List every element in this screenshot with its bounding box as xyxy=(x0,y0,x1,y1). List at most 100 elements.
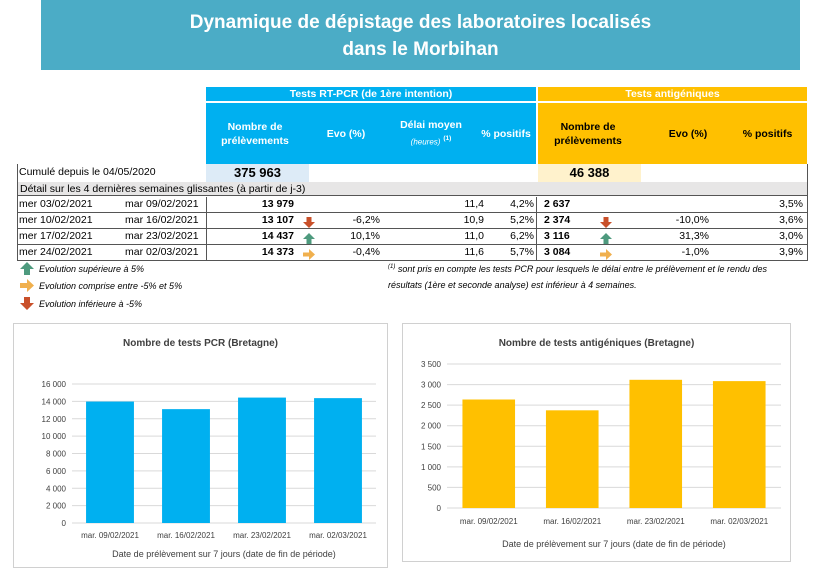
legend-flat-label: Evolution comprise entre -5% et 5% xyxy=(39,281,183,291)
bar xyxy=(314,398,362,523)
row-antigen-positive: 3,9% xyxy=(779,246,803,258)
row-antigen-positive: 3,0% xyxy=(779,230,803,242)
row-pcr-evo: -6,2% xyxy=(352,214,380,226)
y-tick-label: 10 000 xyxy=(42,432,67,441)
y-tick-label: 1 500 xyxy=(421,442,442,451)
arrow-down-icon xyxy=(303,215,315,228)
arrow-up-icon xyxy=(303,231,315,244)
row-antigen-positive: 3,6% xyxy=(779,214,803,226)
pcr-group-header: Tests RT-PCR (de 1ère intention) xyxy=(206,87,536,101)
row-start-date: mer 03/02/2021 xyxy=(19,198,93,210)
row-pcr-positive: 5,2% xyxy=(510,214,534,226)
footnote-mark: (1) xyxy=(388,264,396,270)
x-tick-label: mar. 23/02/2021 xyxy=(627,517,685,526)
row-end-date: mar 16/02/2021 xyxy=(125,214,199,226)
row-pcr-delay: 11,4 xyxy=(464,198,484,210)
row-pcr-count: 13 979 xyxy=(261,198,294,210)
table-row: mer 17/02/2021 mar 23/02/2021 14 437 10,1% 1… xyxy=(17,229,807,245)
header-pcr-nb: Nombre de prélèvements xyxy=(221,120,289,147)
y-tick-label: 2 000 xyxy=(421,422,442,431)
bar xyxy=(238,397,286,523)
bar xyxy=(629,379,683,508)
y-tick-label: 3 000 xyxy=(421,381,442,390)
arrow-up-icon xyxy=(600,231,612,244)
title-banner: Dynamique de dépistage des laboratoires … xyxy=(41,0,800,70)
row-pcr-delay: 10,9 xyxy=(463,214,484,226)
chart-antigen-svg: Nombre de tests antigéniques (Bretagne) 0… xyxy=(421,338,781,549)
y-tick-label: 0 xyxy=(62,519,67,528)
row-antigen-evo: -1,0% xyxy=(681,246,709,258)
y-tick-label: 8 000 xyxy=(46,450,67,459)
y-tick-label: 12 000 xyxy=(42,415,67,424)
table-row: mer 10/02/2021 mar 16/02/2021 13 107 -6,2% 1… xyxy=(17,213,807,229)
y-tick-label: 14 000 xyxy=(42,397,67,406)
header-pcr-delai-label: Délai moyen xyxy=(400,118,462,131)
arrow-right-icon xyxy=(20,279,34,292)
legend-down-label: Evolution inférieure à -5% xyxy=(39,299,143,309)
arrow-down-icon xyxy=(600,215,612,228)
bar xyxy=(462,399,516,508)
row-antigen-count: 3 084 xyxy=(544,246,571,258)
chart-title: Nombre de tests PCR (Bretagne) xyxy=(123,338,278,349)
row-pcr-count: 14 437 xyxy=(261,230,294,242)
chart-pcr-svg: Nombre de tests PCR (Bretagne) 0 2 000 4 00… xyxy=(42,338,376,559)
bar xyxy=(86,401,134,523)
arrow-down-icon xyxy=(20,297,34,310)
chart-antigen: Nombre de tests antigéniques (Bretagne) 0… xyxy=(402,323,791,562)
y-tick-label: 2 500 xyxy=(421,401,442,410)
title-line-2: dans le Morbihan xyxy=(342,39,499,60)
row-end-date: mar 09/02/2021 xyxy=(125,198,199,210)
bar xyxy=(162,409,210,523)
row-start-date: mer 24/02/2021 xyxy=(19,246,93,258)
table-row: mer 03/02/2021 mar 09/02/2021 13 979 11,4 4,… xyxy=(17,197,807,213)
y-tick-label: 500 xyxy=(428,483,442,492)
header-ag-evo: Evo (%) xyxy=(668,127,708,140)
y-tick-label: 6 000 xyxy=(46,467,67,476)
row-antigen-evo xyxy=(637,197,709,212)
chart-pcr: Nombre de tests PCR (Bretagne) 0 2 000 4 00… xyxy=(13,323,388,568)
y-tick-label: 1 000 xyxy=(421,463,442,472)
chart-title: Nombre de tests antigéniques (Bretagne) xyxy=(499,338,695,349)
row-pcr-positive: 5,7% xyxy=(510,246,534,258)
row-pcr-positive: 6,2% xyxy=(510,230,534,242)
arrow-flat-icon xyxy=(600,247,612,260)
row-antigen-evo: -10,0% xyxy=(675,214,709,226)
row-pcr-count: 13 107 xyxy=(261,214,294,226)
legend-up-label: Evolution supérieure à 5% xyxy=(39,264,145,274)
row-antigen-count: 2 374 xyxy=(544,214,571,226)
row-antigen-count: 3 116 xyxy=(544,230,570,242)
x-axis-label: Date de prélèvement sur 7 jours (date de… xyxy=(502,539,726,549)
row-pcr-positive: 4,2% xyxy=(510,198,534,210)
row-end-date: mar 02/03/2021 xyxy=(125,246,199,258)
arrow-flat-icon xyxy=(303,247,315,260)
antigen-column-headers: Nombre de prélèvements Evo (%) % positif… xyxy=(538,103,807,164)
row-antigen-count: 2 637 xyxy=(544,198,571,210)
x-axis-label: Date de prélèvement sur 7 jours (date de… xyxy=(112,549,336,559)
arrow-up-icon xyxy=(20,262,34,275)
header-ag-nb: Nombre de prélèvements xyxy=(554,120,622,147)
header-pcr-delai-unit: (heures) xyxy=(410,137,441,147)
cumul-pcr-value: 375 963 xyxy=(206,164,309,182)
y-tick-label: 0 xyxy=(437,504,442,513)
x-tick-label: mar. 09/02/2021 xyxy=(81,531,139,540)
row-antigen-evo: 31,3% xyxy=(679,230,709,242)
cumul-antigen-value: 46 388 xyxy=(538,164,641,182)
row-antigen-positive: 3,5% xyxy=(779,198,803,210)
x-tick-label: mar. 09/02/2021 xyxy=(460,517,518,526)
row-start-date: mer 10/02/2021 xyxy=(19,214,93,226)
x-tick-label: mar. 02/03/2021 xyxy=(309,531,367,540)
row-pcr-delay: 11,6 xyxy=(464,246,484,258)
y-tick-label: 4 000 xyxy=(46,484,67,493)
row-pcr-delay: 11,0 xyxy=(464,230,484,242)
y-tick-label: 3 500 xyxy=(421,360,442,369)
header-pcr-delai-note: (1) xyxy=(443,134,452,142)
row-pcr-evo: -0,4% xyxy=(352,246,380,258)
row-start-date: mer 17/02/2021 xyxy=(19,230,93,242)
x-tick-label: mar. 23/02/2021 xyxy=(233,531,291,540)
bar xyxy=(545,410,599,508)
y-tick-label: 2 000 xyxy=(46,502,67,511)
footnote-text: sont pris en compte les tests PCR pour l… xyxy=(388,264,768,290)
x-tick-label: mar. 16/02/2021 xyxy=(543,517,601,526)
detail-label: Détail sur les 4 dernières semaines glis… xyxy=(17,182,807,196)
antigen-group-header: Tests antigéniques xyxy=(538,87,807,101)
